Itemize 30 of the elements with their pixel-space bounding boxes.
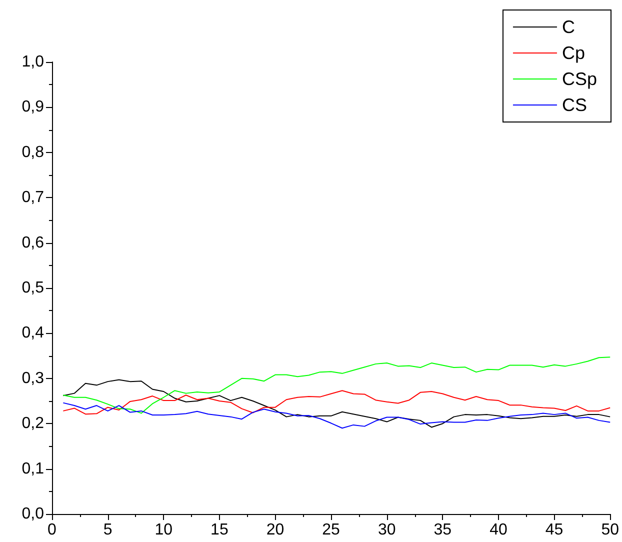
x-tick-label: 0	[48, 522, 57, 538]
line-series	[62, 379, 611, 428]
x-tick-label: 5	[103, 522, 112, 538]
legend-label: CSp	[562, 69, 597, 89]
y-tick-label: 0,7	[22, 189, 44, 206]
y-tick-label: 0,9	[22, 98, 44, 116]
y-tick-label: 0,5	[22, 280, 44, 296]
x-tick-label: 40	[490, 522, 508, 538]
x-tick-label: 30	[378, 522, 396, 538]
legend-label: CS	[562, 95, 587, 115]
x-tick-label: 20	[266, 522, 284, 538]
y-tick-label: 1,0	[22, 54, 44, 70]
y-tick-label: 0,1	[22, 460, 44, 478]
x-tick-label: 10	[154, 522, 173, 538]
x-tick-label: 25	[322, 522, 340, 538]
x-tick-label: 45	[545, 522, 564, 538]
y-tick-label: 0,3	[22, 370, 44, 387]
x-tick-label: 15	[210, 522, 228, 538]
y-tick-label: 0,8	[22, 144, 44, 161]
line-series	[62, 402, 611, 429]
y-tick-label: 0,6	[22, 234, 44, 252]
legend-label: C	[562, 17, 575, 37]
legend-label: Cp	[562, 43, 585, 63]
x-tick-label: 35	[434, 522, 452, 538]
y-tick-label: 0,4	[22, 324, 44, 342]
line-series	[62, 390, 611, 415]
x-tick-label: 50	[601, 522, 620, 538]
y-tick-label: 0,0	[22, 506, 44, 522]
y-tick-label: 0,2	[22, 415, 44, 432]
line-series	[62, 356, 611, 414]
